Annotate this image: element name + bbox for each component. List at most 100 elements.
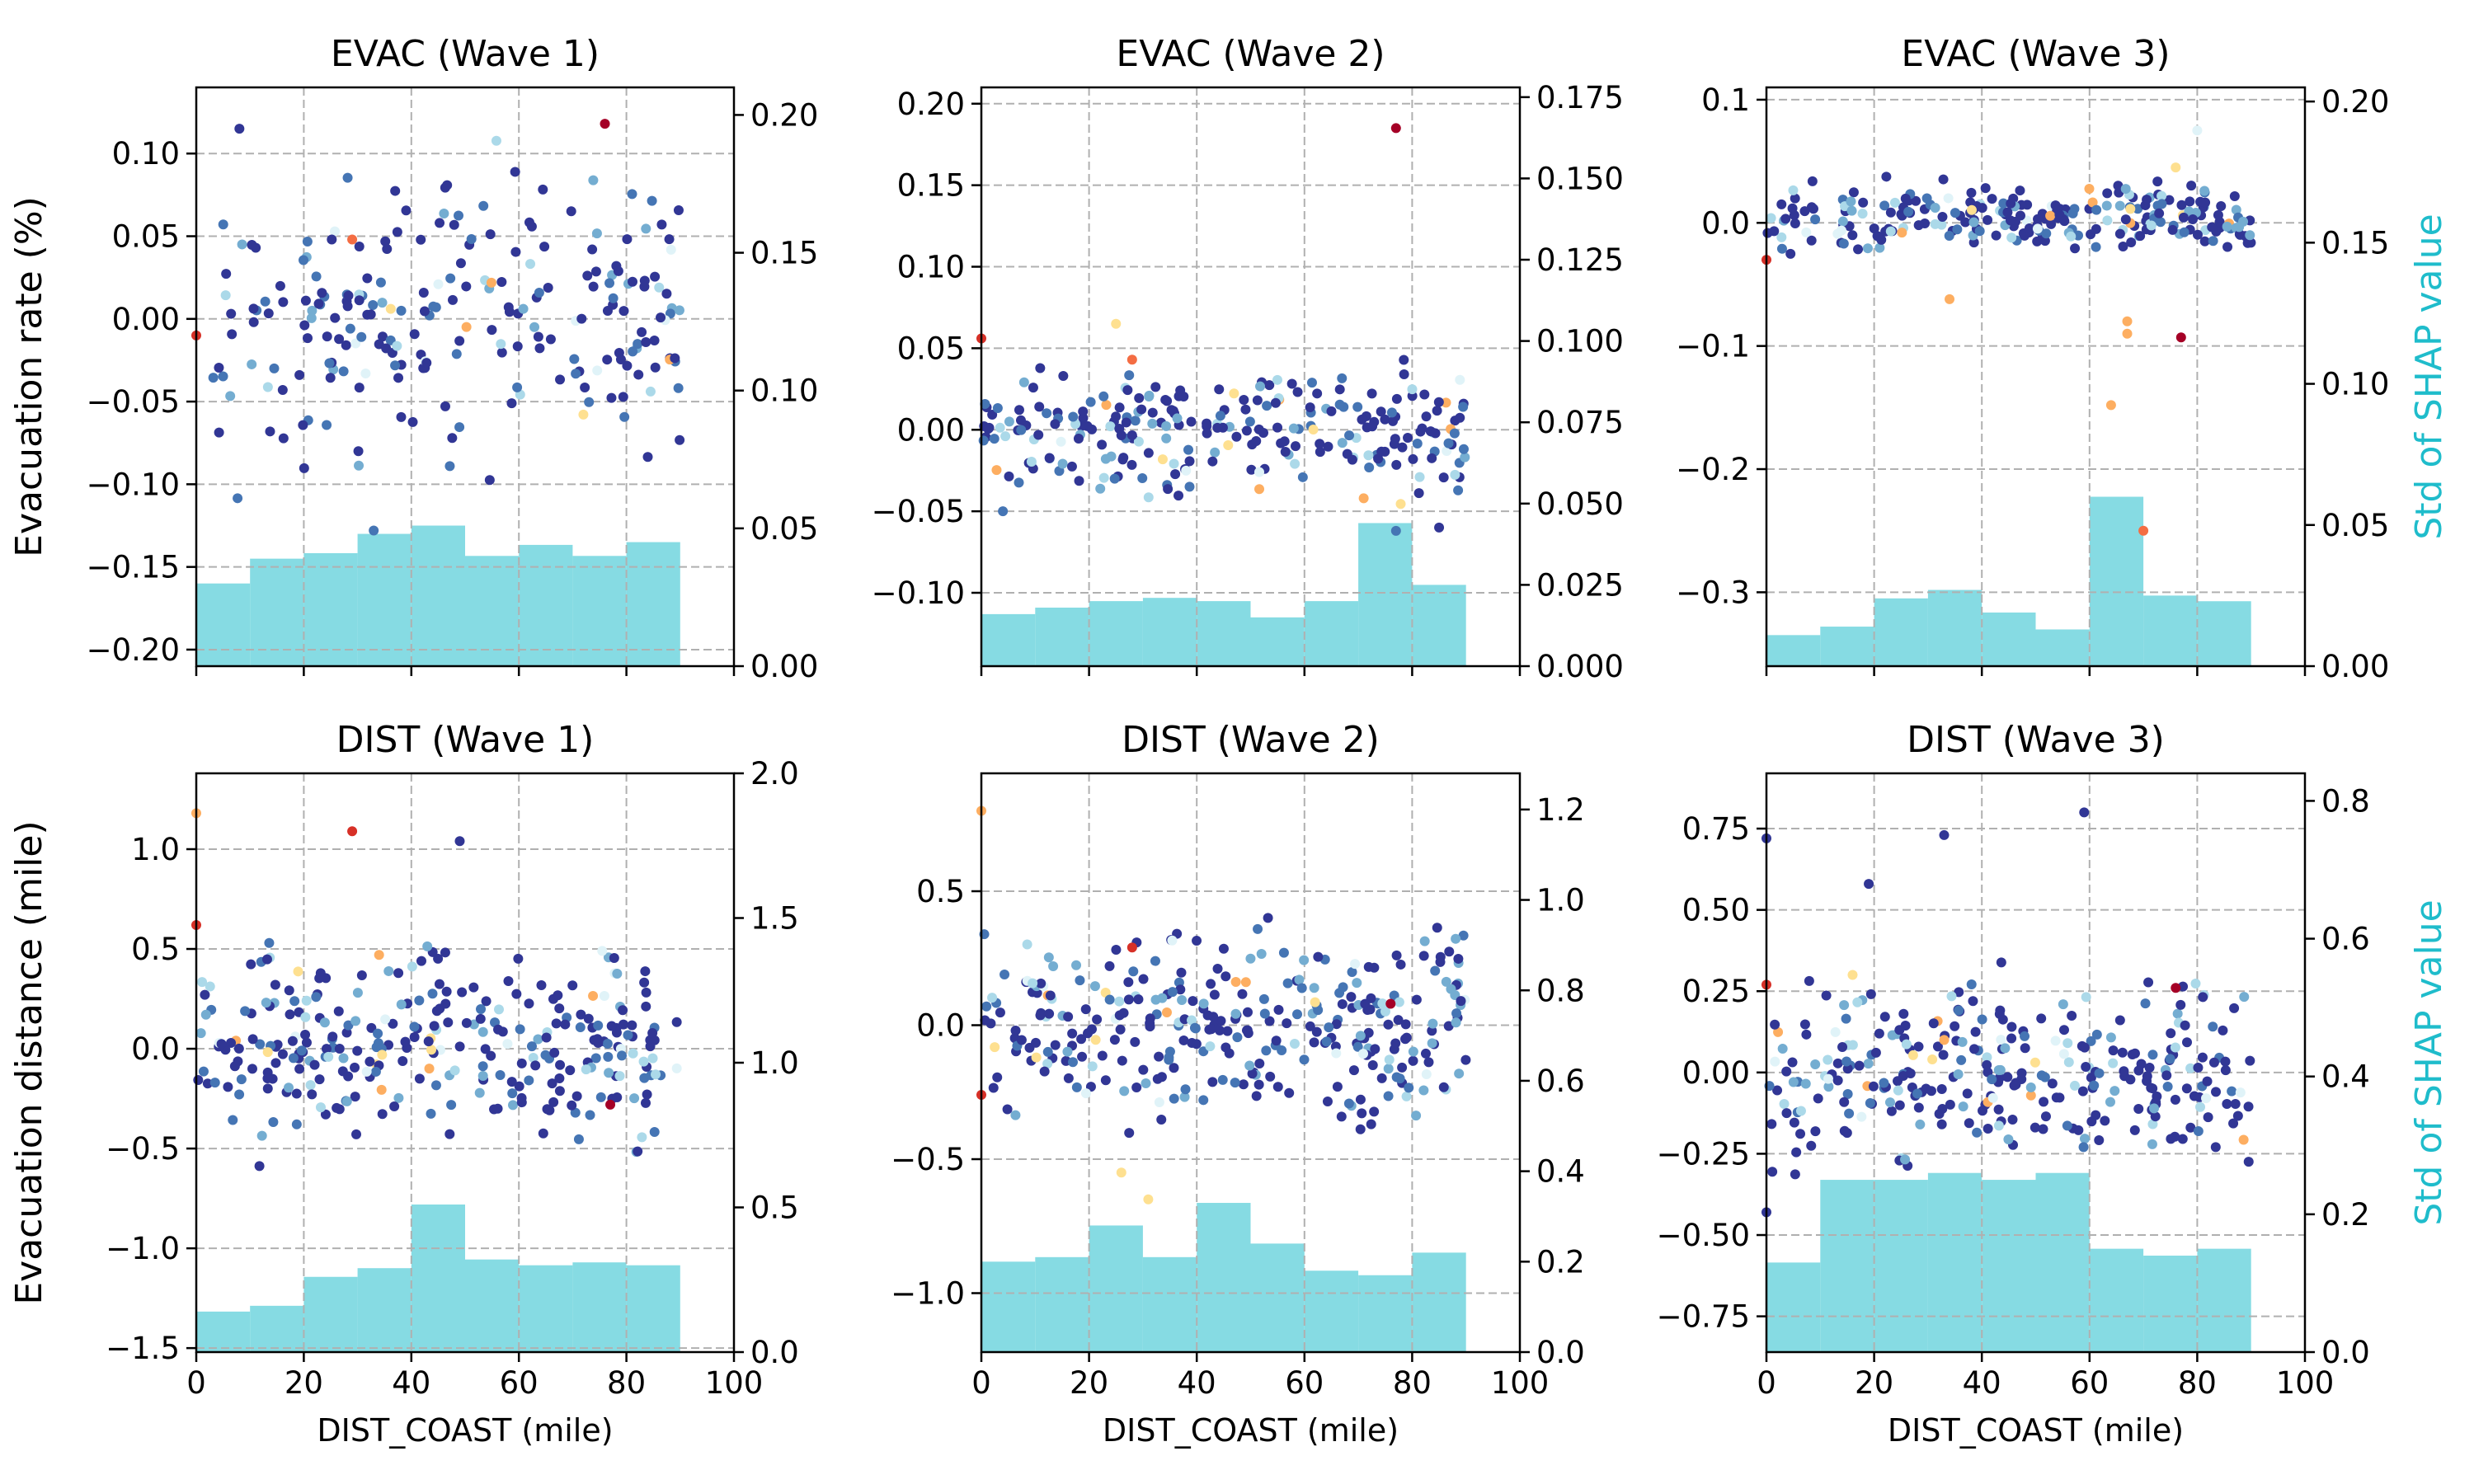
shap-point: [1369, 1106, 1380, 1117]
y-tick-label: 0.0: [916, 1008, 965, 1044]
shap-point: [1901, 1039, 1912, 1050]
shap-point: [2120, 214, 2131, 225]
y2-tick-label: 0.075: [1536, 405, 1624, 440]
shap-point: [2030, 1122, 2040, 1133]
shap-point: [218, 371, 228, 382]
shap-point: [454, 1041, 465, 1052]
shap-point: [208, 373, 219, 383]
y-tick-label: 0.5: [916, 874, 965, 909]
shap-point: [1036, 978, 1047, 989]
y2-tick-label: 0.15: [2321, 225, 2389, 261]
shap-point: [2081, 992, 2091, 1003]
shap-point: [1795, 1106, 1806, 1116]
shap-point: [377, 298, 388, 308]
shap-point: [1844, 1108, 1855, 1119]
shap-point: [1180, 1084, 1191, 1095]
shap-point: [1133, 436, 1144, 447]
shap-point: [2089, 1080, 2100, 1091]
shap-point: [1183, 444, 1194, 455]
shap-point: [442, 180, 453, 190]
y2-tick-label: 0.6: [1536, 1064, 1585, 1099]
shap-point: [547, 1078, 557, 1089]
shap-point: [1308, 425, 1319, 435]
shap-point: [342, 301, 353, 312]
shap-point: [381, 343, 392, 354]
shap-point: [493, 1024, 504, 1035]
y-tick-label: −0.1: [1676, 329, 1750, 364]
shap-point: [343, 1020, 354, 1031]
axes-frame: [980, 86, 1522, 668]
shap-point: [1097, 439, 1108, 450]
shap-point: [1176, 967, 1187, 978]
std-bar: [1035, 608, 1089, 666]
shap-point: [354, 241, 365, 251]
shap-point: [656, 312, 666, 323]
y-tick-label: 0.05: [897, 331, 965, 366]
shap-point: [1982, 214, 1993, 225]
shap-point: [2003, 1134, 2014, 1144]
shap-point: [1781, 1108, 1792, 1119]
shap-point: [2229, 190, 2240, 201]
shap-point: [1938, 1050, 1949, 1060]
shap-point: [1418, 1085, 1429, 1096]
shap-point: [1435, 956, 1446, 967]
shap-point: [1253, 1079, 1264, 1090]
std-bar: [2143, 1256, 2198, 1352]
shap-point: [1026, 457, 1037, 467]
shap-point: [1913, 220, 1924, 231]
shap-point: [1101, 400, 1112, 411]
shap-point: [1795, 1129, 1806, 1139]
shap-point: [455, 258, 466, 269]
shap-point: [1050, 1040, 1061, 1050]
shap-point: [1944, 230, 1954, 241]
shap-point: [1453, 953, 1464, 964]
shap-point: [1117, 1055, 1127, 1066]
shap-point: [1885, 207, 1896, 218]
shap-point: [291, 1088, 302, 1099]
shap-point: [1991, 230, 2001, 241]
shap-point: [195, 1028, 206, 1039]
shap-point: [1413, 488, 1424, 499]
shap-point: [320, 1109, 331, 1120]
shap-point: [1441, 976, 1451, 987]
std-bar: [357, 533, 412, 666]
shap-point: [1162, 396, 1173, 406]
shap-point: [1042, 408, 1052, 419]
shap-point: [581, 1064, 591, 1075]
shap-point: [2208, 1057, 2219, 1068]
shap-point: [603, 1051, 614, 1062]
shap-point: [1050, 419, 1061, 430]
shap-point: [627, 189, 637, 200]
shap-point: [595, 1092, 606, 1102]
subplot-1: −0.20 −0.15 −0.10 −0.05 0.00 0.05 0.10 0.00 0.05…: [87, 33, 819, 684]
shap-point: [354, 383, 365, 393]
shap-point: [1278, 947, 1289, 958]
std-bar: [1304, 601, 1359, 666]
shap-point: [299, 320, 310, 331]
shap-point: [248, 317, 259, 327]
shap-point: [327, 234, 337, 245]
shap-point: [313, 298, 324, 309]
y2-tick-label: 1.0: [1536, 883, 1585, 918]
shap-point: [416, 234, 426, 245]
shap-point: [334, 334, 345, 345]
shap-point: [477, 1070, 488, 1081]
shap-point: [1930, 218, 1940, 229]
shap-point: [1154, 1097, 1164, 1108]
std-bar: [2089, 496, 2144, 666]
std-bar: [411, 525, 465, 666]
shap-point: [1887, 1030, 1898, 1040]
shap-point: [1144, 392, 1155, 402]
shap-point: [2087, 197, 2098, 208]
shap-point: [1884, 1097, 1895, 1108]
shap-point: [389, 1101, 400, 1112]
std-bar: [1766, 635, 1821, 666]
shap-point: [216, 1039, 227, 1050]
shap-point: [571, 369, 581, 379]
shap-point: [1434, 522, 1445, 533]
shap-point: [1441, 397, 1451, 408]
shap-point: [2220, 1056, 2231, 1067]
shap-point: [1251, 1091, 1262, 1101]
shap-point: [580, 382, 590, 392]
y2-tick-label: 0.4: [1536, 1154, 1585, 1190]
